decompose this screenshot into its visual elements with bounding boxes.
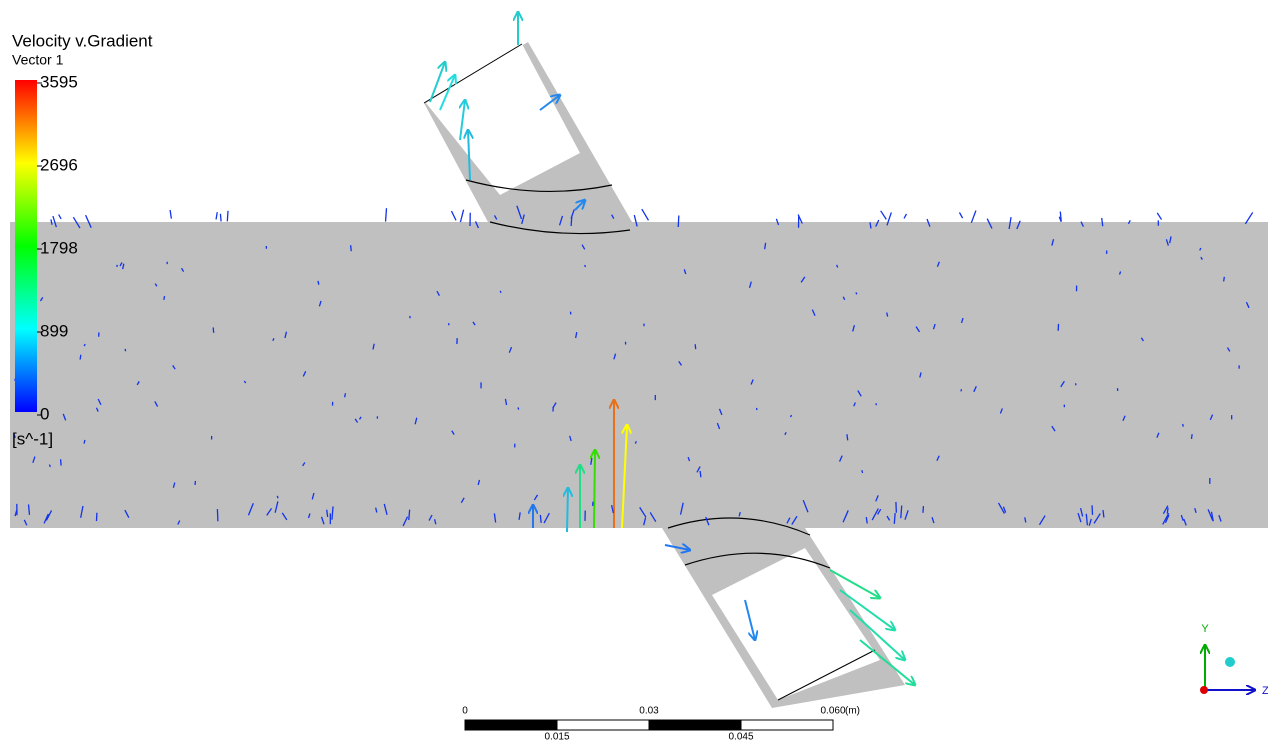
vector	[351, 245, 352, 251]
vector	[170, 210, 171, 219]
scale-label: 0.015	[544, 732, 569, 742]
axis-y-label: Y	[1201, 623, 1209, 635]
vector	[220, 214, 221, 222]
vector	[277, 496, 278, 498]
scale-label: 0	[462, 706, 468, 717]
vector	[959, 212, 962, 218]
scale-label: 0.045	[728, 732, 753, 742]
vector	[164, 296, 165, 300]
vector	[125, 349, 126, 351]
vector	[49, 465, 50, 467]
vector	[386, 208, 387, 221]
vector	[227, 211, 228, 221]
scale-label: 0.03	[639, 706, 659, 717]
vector	[409, 510, 410, 520]
legend-subtitle: Vector 1	[12, 52, 64, 68]
vector	[847, 434, 848, 440]
vector	[881, 211, 887, 220]
vector	[635, 441, 636, 443]
main-pipe	[10, 222, 1268, 528]
vector	[1103, 510, 1104, 517]
colorbar	[15, 80, 37, 412]
vector	[1224, 277, 1225, 282]
vector	[500, 291, 501, 293]
vector	[318, 281, 319, 285]
scale-segment	[465, 720, 557, 730]
legend-label: 2696	[40, 155, 78, 174]
vector	[971, 211, 976, 223]
vector	[29, 504, 30, 514]
vector	[678, 215, 679, 227]
legend-label: 3595	[40, 72, 78, 91]
vector	[84, 440, 85, 444]
scale-segment	[741, 720, 833, 730]
vector	[540, 515, 541, 523]
vector	[700, 471, 701, 477]
scale-segment	[557, 720, 649, 730]
scale-label: 0.060	[820, 706, 845, 717]
vector	[345, 393, 346, 397]
scale-unit: (m)	[845, 706, 860, 717]
legend-unit: [s^-1]	[12, 429, 53, 448]
legend-title: Velocity v.Gradient	[12, 31, 153, 50]
vector	[695, 344, 696, 349]
vector	[642, 209, 649, 220]
vector	[904, 214, 906, 218]
vector	[585, 265, 586, 267]
vector	[1191, 434, 1192, 439]
vector	[856, 293, 857, 295]
legend-label: 1798	[40, 238, 78, 257]
vector	[1157, 213, 1161, 220]
viewport: Velocity v.Gradient Vector 1 3595 2696 179…	[0, 0, 1268, 742]
scale-bar: 0 0.03 0.060(m) 0.015 0.045	[462, 706, 860, 742]
vector	[451, 211, 456, 220]
axis-z-label: Z	[1262, 685, 1268, 697]
legend-label: 899	[40, 321, 68, 340]
vector	[460, 210, 463, 222]
vector	[59, 214, 61, 218]
vector	[862, 470, 863, 473]
vector	[213, 327, 214, 332]
vector	[887, 312, 888, 316]
vector	[80, 355, 81, 360]
vector	[894, 513, 895, 524]
vector	[1167, 508, 1168, 514]
vector	[518, 407, 519, 409]
scale-segment	[649, 720, 741, 730]
vector	[216, 212, 217, 219]
legend-label: 0	[40, 404, 49, 423]
